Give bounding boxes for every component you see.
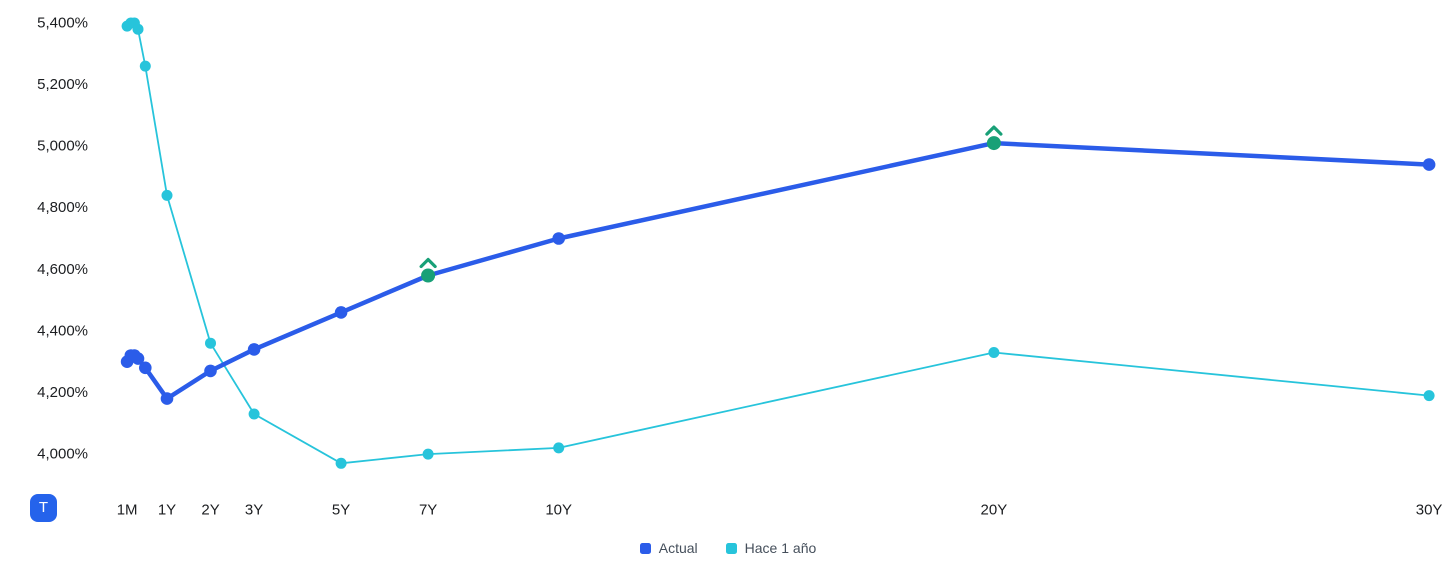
- data-point-hace-1-a-o-30Y[interactable]: [1423, 390, 1435, 402]
- data-point-hace-1-a-o-1Y[interactable]: [161, 189, 173, 201]
- data-point-actual-1Y[interactable]: [160, 392, 174, 405]
- data-point-actual-4M[interactable]: [131, 352, 145, 365]
- x-axis-tick-label-1M: 1M: [117, 502, 138, 519]
- table-toggle-button[interactable]: T: [30, 494, 57, 522]
- x-axis-tick-label-10Y: 10Y: [545, 502, 572, 519]
- y-axis-tick-label-1: 5,200%: [37, 76, 88, 93]
- y-axis-tick-label-6: 4,200%: [37, 384, 88, 401]
- data-point-hace-1-a-o-4M[interactable]: [132, 23, 144, 35]
- legend-swatch-hace-1-ano: [725, 542, 737, 554]
- data-point-hace-1-a-o-20Y[interactable]: [988, 347, 1000, 358]
- x-axis-tick-label-7Y: 7Y: [419, 502, 437, 519]
- y-axis-tick-label-5: 4,400%: [37, 322, 88, 339]
- legend-item-actual[interactable]: Actual: [639, 540, 698, 556]
- data-point-hace-1-a-o-7Y[interactable]: [422, 448, 434, 460]
- data-point-actual-20Y[interactable]: [986, 136, 1001, 151]
- x-axis-tick-label-2Y: 2Y: [201, 502, 219, 519]
- data-point-hace-1-a-o-10Y[interactable]: [553, 442, 565, 454]
- data-point-actual-10Y[interactable]: [552, 232, 565, 245]
- legend-label-actual: Actual: [658, 540, 698, 556]
- data-point-hace-1-a-o-5Y[interactable]: [335, 457, 347, 469]
- series-line-hace-1-a-o: [126, 22, 1430, 465]
- series-line-actual: [124, 140, 1432, 401]
- data-point-actual-7Y[interactable]: [421, 268, 436, 283]
- legend-swatch-actual: [639, 542, 651, 554]
- x-axis-tick-label-20Y: 20Y: [981, 502, 1008, 519]
- x-axis-tick-label-5Y: 5Y: [332, 502, 350, 519]
- yield-curve-chart: 5,400% 5,200% 5,000% 4,800% 4,600% 4,400% 4,20…: [37, 15, 1443, 519]
- up-caret-icon-20Y: [985, 125, 1003, 136]
- data-point-hace-1-a-o-3Y[interactable]: [248, 408, 260, 420]
- y-axis-tick-label-7: 4,000%: [37, 446, 88, 463]
- x-axis-tick-label-1Y: 1Y: [158, 502, 176, 519]
- x-axis-tick-label-3Y: 3Y: [245, 502, 263, 519]
- data-point-actual-3Y[interactable]: [247, 343, 261, 356]
- y-axis-tick-label-4: 4,600%: [37, 261, 88, 278]
- data-point-actual-5Y[interactable]: [334, 306, 348, 319]
- legend-item-hace-1-ano[interactable]: Hace 1 año: [725, 540, 817, 556]
- legend-label-hace-1-ano: Hace 1 año: [744, 540, 817, 556]
- data-point-actual-6M[interactable]: [139, 361, 152, 375]
- y-axis-tick-label-3: 4,800%: [37, 199, 88, 216]
- data-point-hace-1-a-o-6M[interactable]: [139, 60, 151, 72]
- chart-legend: Actual Hace 1 año: [0, 540, 1456, 556]
- y-axis-tick-label-2: 5,000%: [37, 138, 88, 155]
- x-axis-tick-label-30Y: 30Y: [1416, 502, 1443, 519]
- up-caret-icon-7Y: [419, 257, 437, 269]
- data-point-actual-2Y[interactable]: [204, 364, 217, 378]
- y-axis-tick-label-0: 5,400%: [37, 15, 88, 32]
- data-point-hace-1-a-o-2Y[interactable]: [205, 337, 216, 349]
- data-point-actual-30Y[interactable]: [1422, 158, 1436, 171]
